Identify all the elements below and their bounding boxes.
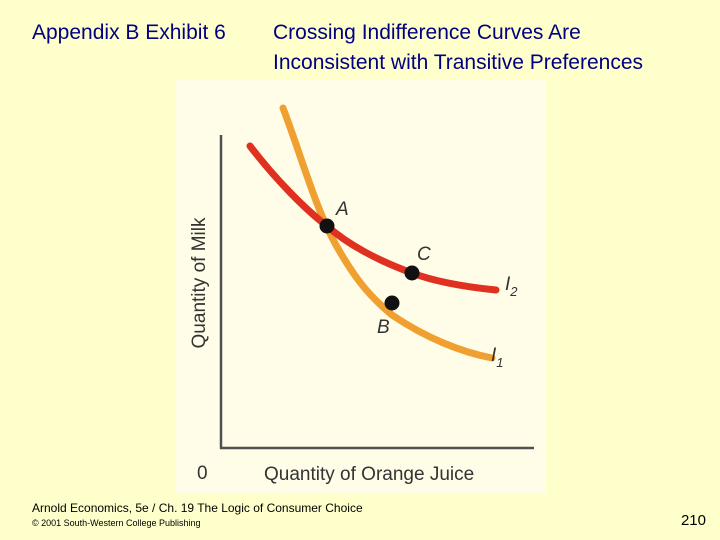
curve-i2-label: I2 <box>505 274 518 299</box>
y-axis-label: Quantity of Milk <box>189 217 210 348</box>
indifference-curve-i2 <box>246 142 500 294</box>
indifference-curve-diagram: A B C I2 I1 Quantity of Milk Quantity of… <box>189 104 534 485</box>
curve-i1-label: I1 <box>491 345 504 370</box>
point-c-marker <box>404 265 420 281</box>
point-a-label: A <box>335 199 349 220</box>
slide-title: Crossing Indifference Curves Are Inconsi… <box>273 18 643 78</box>
origin-label: 0 <box>197 463 208 484</box>
x-axis-label: Quantity of Orange Juice <box>264 464 474 485</box>
slide-title-line-2: Inconsistent with Transitive Preferences <box>273 51 644 74</box>
point-a-marker <box>319 218 335 234</box>
copyright-notice: © 2001 South-Western College Publishing <box>32 518 201 528</box>
indifference-curve-figure: A B C I2 I1 Quantity of Milk Quantity of… <box>176 80 546 493</box>
source-citation: Arnold Economics, 5e / Ch. 19 The Logic … <box>32 501 363 515</box>
page-number: 210 <box>680 512 706 529</box>
indifference-curve-i1 <box>279 104 496 362</box>
exhibit-label: Appendix B Exhibit 6 <box>32 21 226 44</box>
point-b-marker <box>384 295 400 311</box>
point-b-label: B <box>377 317 390 338</box>
point-c-label: C <box>417 244 431 265</box>
slide-title-line-1: Crossing Indifference Curves Are <box>273 21 581 44</box>
